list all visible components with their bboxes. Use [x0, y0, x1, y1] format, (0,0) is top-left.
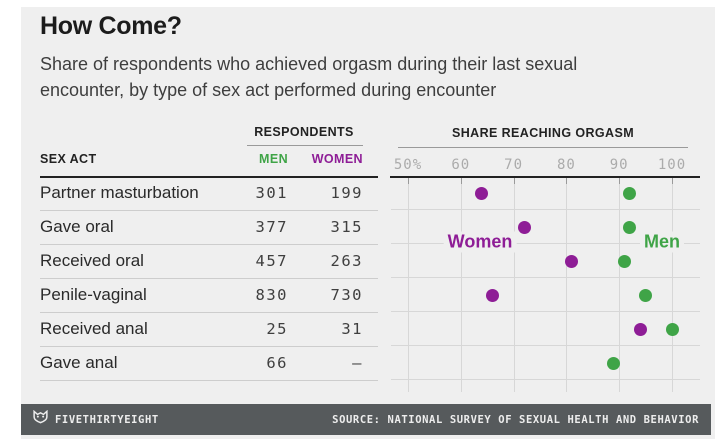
sex-act-label: Received anal [40, 319, 148, 338]
sex-act-label: Received oral [40, 251, 144, 270]
women-series-label: Women [443, 231, 517, 253]
horizontal-gridline [391, 277, 700, 278]
horizontal-gridline [391, 311, 700, 312]
men-data-point [607, 356, 621, 370]
women-respondents-value: 199 [330, 184, 363, 202]
chart-title: How Come? [40, 12, 182, 40]
table-body: Partner masturbation 301 199 Gave oral 377 31… [40, 177, 378, 381]
vertical-gridline [460, 178, 462, 392]
chart-title-underline [398, 147, 688, 148]
women-data-point [633, 322, 647, 336]
men-respondents-value: 830 [255, 286, 288, 304]
subtitle-line-2: encounter, by type of sex act performed … [40, 80, 497, 100]
sex-act-label: Partner masturbation [40, 183, 199, 202]
women-respondents-value: 730 [330, 286, 363, 304]
axis-tick-mark [460, 178, 462, 184]
women-respondents-value: — [352, 354, 363, 372]
respondents-group-header: RESPONDENTS [254, 125, 354, 139]
table-row: Gave anal 66 — [40, 347, 378, 381]
x-axis-tick-label: 100 [657, 157, 687, 173]
vertical-gridline [513, 178, 515, 392]
women-respondents-value: 315 [330, 218, 363, 236]
chart-axis-title: SHARE REACHING ORGASM [451, 126, 635, 140]
fivethirtyeight-logo-icon [33, 409, 48, 429]
x-axis-tick-label: 90 [609, 157, 629, 173]
men-data-point [623, 186, 637, 200]
axis-tick-mark [566, 178, 568, 184]
table-header-rule [40, 176, 378, 178]
vertical-gridline [566, 178, 568, 392]
horizontal-gridline [391, 243, 700, 244]
vertical-gridline [408, 178, 409, 392]
respondents-underline [247, 145, 363, 146]
x-axis-tick-label: 80 [556, 157, 576, 173]
sex-act-label: Penile-vaginal [40, 285, 147, 304]
women-respondents-value: 263 [330, 252, 363, 270]
sex-act-label: Gave anal [40, 353, 118, 372]
women-data-point [565, 254, 579, 268]
women-data-point [485, 288, 499, 302]
x-axis-tick-label: 70 [504, 157, 524, 173]
column-header-women: WOMEN [311, 152, 363, 166]
men-series-label: Men [640, 231, 684, 253]
footer-brand-group: FIVETHIRTYEIGHT [33, 409, 159, 429]
x-axis-tick-label: 50% [393, 157, 423, 173]
table-row: Partner masturbation 301 199 [40, 177, 378, 211]
footer-source-label: SOURCE: NATIONAL SURVEY OF SEXUAL HEALTH… [332, 413, 699, 426]
men-respondents-value: 377 [255, 218, 288, 236]
table-row: Penile-vaginal 830 730 [40, 279, 378, 313]
chart-subtitle: Share of respondents who achieved orgasm… [40, 51, 700, 103]
chart-panel: How Come? Share of respondents who achie… [21, 7, 715, 439]
vertical-gridline [672, 178, 673, 392]
men-data-point [617, 254, 631, 268]
horizontal-gridline [391, 209, 700, 210]
column-header-sex-act: SEX ACT [40, 152, 97, 166]
women-data-point [475, 186, 489, 200]
men-respondents-value: 457 [255, 252, 288, 270]
horizontal-gridline [391, 379, 700, 380]
table-row: Gave oral 377 315 [40, 211, 378, 245]
men-data-point [639, 288, 653, 302]
men-data-point [665, 322, 679, 336]
table-row: Received oral 457 263 [40, 245, 378, 279]
axis-tick-mark [672, 178, 673, 184]
x-axis-line [390, 176, 700, 178]
women-data-point [517, 220, 531, 234]
footer-bar: FIVETHIRTYEIGHT SOURCE: NATIONAL SURVEY … [21, 404, 711, 435]
axis-tick-mark [408, 178, 409, 184]
women-respondents-value: 31 [341, 320, 363, 338]
sex-act-label: Gave oral [40, 217, 114, 236]
men-respondents-value: 66 [266, 354, 288, 372]
men-respondents-value: 25 [266, 320, 288, 338]
men-data-point [623, 220, 637, 234]
men-respondents-value: 301 [255, 184, 288, 202]
axis-tick-mark [513, 178, 515, 184]
axis-tick-mark [619, 178, 621, 184]
subtitle-line-1: Share of respondents who achieved orgasm… [40, 54, 578, 74]
vertical-gridline [619, 178, 621, 392]
table-row: Received anal 25 31 [40, 313, 378, 347]
footer-brand-label: FIVETHIRTYEIGHT [55, 413, 159, 426]
horizontal-gridline [391, 345, 700, 346]
x-axis-tick-label: 60 [451, 157, 471, 173]
column-header-men: MEN [259, 152, 288, 166]
